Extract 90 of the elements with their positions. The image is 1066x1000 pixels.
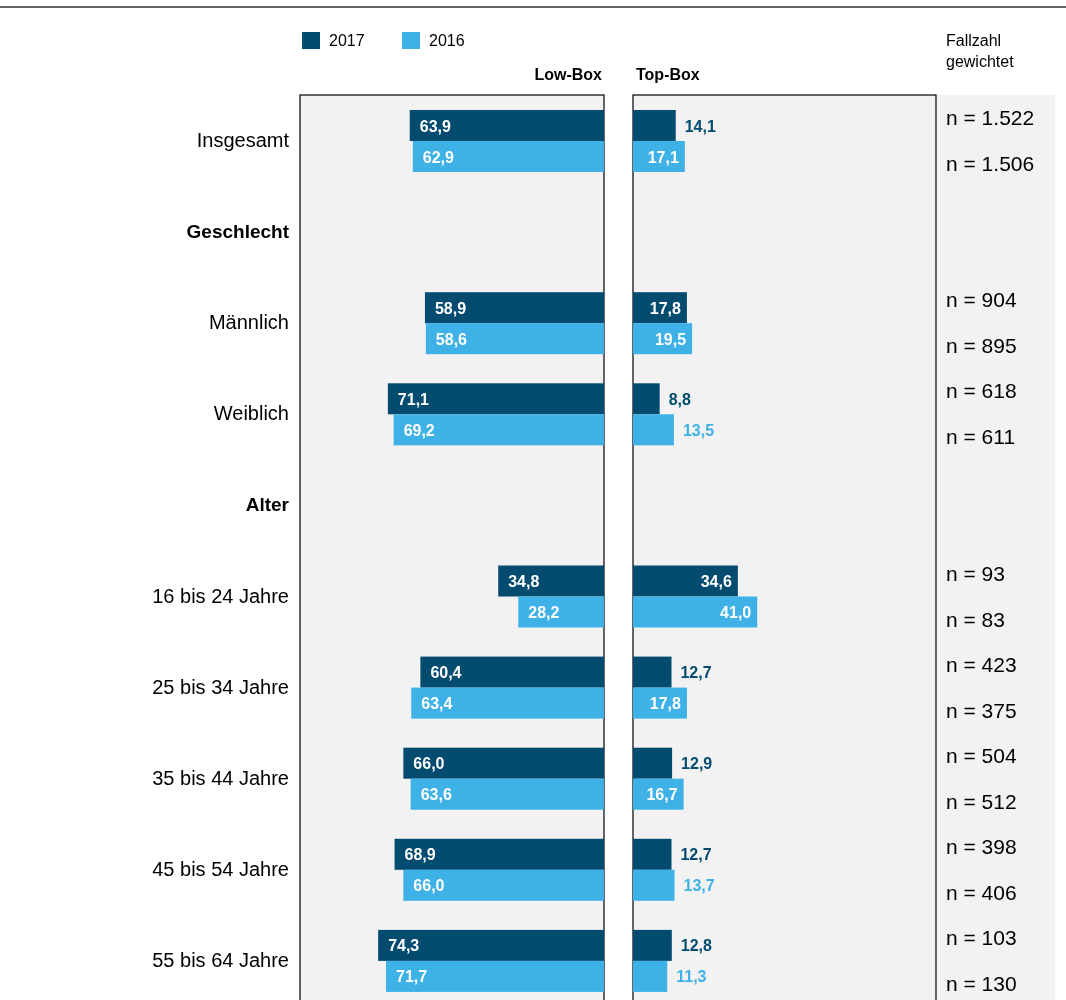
data-label: 66,0 bbox=[413, 877, 445, 895]
data-label: 8,8 bbox=[668, 390, 692, 408]
text: n = 93 bbox=[946, 561, 1005, 585]
bar bbox=[378, 929, 604, 961]
y-tick-label: Weiblich bbox=[213, 402, 289, 425]
bar bbox=[403, 869, 604, 901]
bar bbox=[393, 414, 604, 446]
data-label: 19,5 bbox=[654, 330, 687, 348]
y-tick-label: Männlich bbox=[208, 311, 289, 334]
data-label: 60,4 bbox=[430, 664, 462, 682]
text: n = 618 bbox=[946, 379, 1017, 403]
data-label: 74,3 bbox=[388, 937, 420, 955]
data-label: 16,7 bbox=[646, 786, 678, 804]
data-label: 71,7 bbox=[396, 968, 428, 986]
bar bbox=[633, 596, 758, 628]
text: n = 83 bbox=[946, 607, 1005, 631]
data-label: 58,6 bbox=[435, 330, 468, 348]
bar bbox=[633, 414, 674, 446]
bar bbox=[394, 838, 604, 870]
y-tick-label: Alter bbox=[245, 494, 290, 516]
data-label: 17,8 bbox=[649, 695, 682, 713]
text: n = 611 bbox=[946, 425, 1016, 449]
text: n = 1.506 bbox=[946, 152, 1035, 175]
text: n = 375 bbox=[946, 698, 1017, 722]
data-label: 11,3 bbox=[676, 968, 707, 986]
bar bbox=[518, 596, 604, 628]
legend-label: 2016 bbox=[429, 32, 465, 49]
y-tick-label: Insgesamt bbox=[196, 129, 290, 151]
y-tick-label: 16 bis 24 Jahre bbox=[152, 584, 289, 607]
text: n = 895 bbox=[946, 334, 1017, 358]
text: n = 130 bbox=[946, 971, 1017, 995]
bar bbox=[633, 110, 676, 141]
data-label: 69,2 bbox=[403, 421, 435, 439]
y-tick-label: 25 bis 34 Jahre bbox=[152, 675, 289, 698]
data-label: 34,8 bbox=[508, 573, 540, 590]
data-label: 17,1 bbox=[647, 148, 679, 166]
data-label: 62,9 bbox=[422, 148, 455, 166]
bar bbox=[498, 565, 604, 597]
bar bbox=[410, 778, 604, 810]
bar bbox=[633, 960, 668, 992]
chart-title: Top-Box bbox=[636, 66, 700, 83]
bar bbox=[633, 869, 675, 901]
text: n = 904 bbox=[946, 288, 1017, 312]
data-label: 12,7 bbox=[680, 664, 712, 682]
bar bbox=[411, 687, 604, 719]
data-label: 63,6 bbox=[420, 786, 452, 804]
data-label: 68,9 bbox=[404, 846, 436, 864]
chart-title: Low-Box bbox=[534, 66, 603, 83]
bar bbox=[633, 656, 672, 688]
text: n = 423 bbox=[946, 652, 1017, 676]
text: n = 1.522 bbox=[946, 106, 1035, 129]
y-tick-label: 45 bis 54 Jahre bbox=[152, 857, 289, 880]
data-label: 13,7 bbox=[683, 877, 715, 895]
bar bbox=[633, 838, 672, 870]
bar bbox=[420, 656, 604, 688]
legend-label: 2017 bbox=[329, 32, 365, 49]
bar bbox=[387, 383, 604, 415]
data-label: 63,9 bbox=[419, 117, 451, 135]
y-tick-label: 55 bis 64 Jahre bbox=[152, 948, 289, 971]
data-label: 13,5 bbox=[682, 421, 715, 439]
data-label: 71,1 bbox=[397, 390, 430, 408]
data-label: 12,7 bbox=[680, 846, 712, 864]
data-label: 63,4 bbox=[421, 695, 453, 713]
bar bbox=[424, 292, 604, 324]
bar bbox=[633, 383, 660, 415]
data-label: 12,9 bbox=[681, 755, 713, 773]
data-label: 34,6 bbox=[700, 573, 732, 590]
y-tick-label: Geschlecht bbox=[186, 221, 290, 243]
bar bbox=[409, 110, 604, 141]
text: n = 398 bbox=[946, 834, 1017, 858]
bar bbox=[633, 929, 672, 961]
data-label: 14,1 bbox=[684, 117, 716, 135]
text: n = 512 bbox=[946, 789, 1017, 813]
bar bbox=[633, 565, 738, 597]
bar bbox=[386, 960, 604, 992]
bar bbox=[403, 747, 604, 779]
text: Fallzahl gewichtet bbox=[946, 32, 1015, 70]
y-tick-label: 35 bis 44 Jahre bbox=[152, 766, 289, 789]
data-label: 28,2 bbox=[528, 604, 560, 621]
data-label: 17,8 bbox=[649, 299, 682, 317]
text: n = 406 bbox=[946, 880, 1017, 904]
data-label: 41,0 bbox=[720, 604, 752, 621]
data-label: 58,9 bbox=[434, 299, 467, 317]
data-label: 12,8 bbox=[680, 937, 713, 955]
text: n = 504 bbox=[946, 743, 1017, 767]
text: n = 103 bbox=[946, 925, 1017, 949]
bar bbox=[412, 141, 604, 172]
data-label: 66,0 bbox=[413, 755, 445, 773]
bar bbox=[425, 323, 604, 355]
bar bbox=[633, 747, 673, 779]
